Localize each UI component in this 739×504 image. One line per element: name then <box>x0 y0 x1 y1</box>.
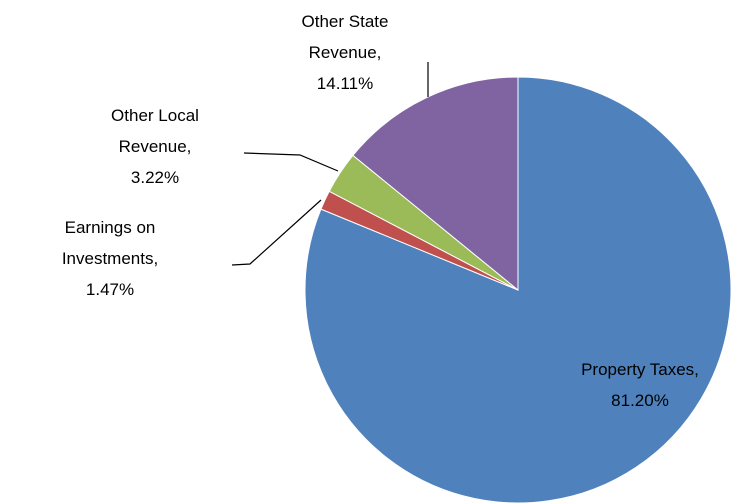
pie-slice <box>352 76 519 292</box>
labels: Property Taxes, 81.20% Earnings on Investme… <box>62 12 699 410</box>
leader-line <box>243 152 339 172</box>
data-label: Other Local Revenue, 3.22% <box>111 106 199 187</box>
pie-slice <box>304 76 732 504</box>
data-label: Other State Revenue, 14.11% <box>302 12 389 93</box>
data-label: Earnings on Investments, 1.47% <box>62 218 158 299</box>
data-label: Property Taxes, 81.20% <box>581 360 699 410</box>
pie <box>304 76 732 504</box>
leader-line <box>231 199 322 266</box>
